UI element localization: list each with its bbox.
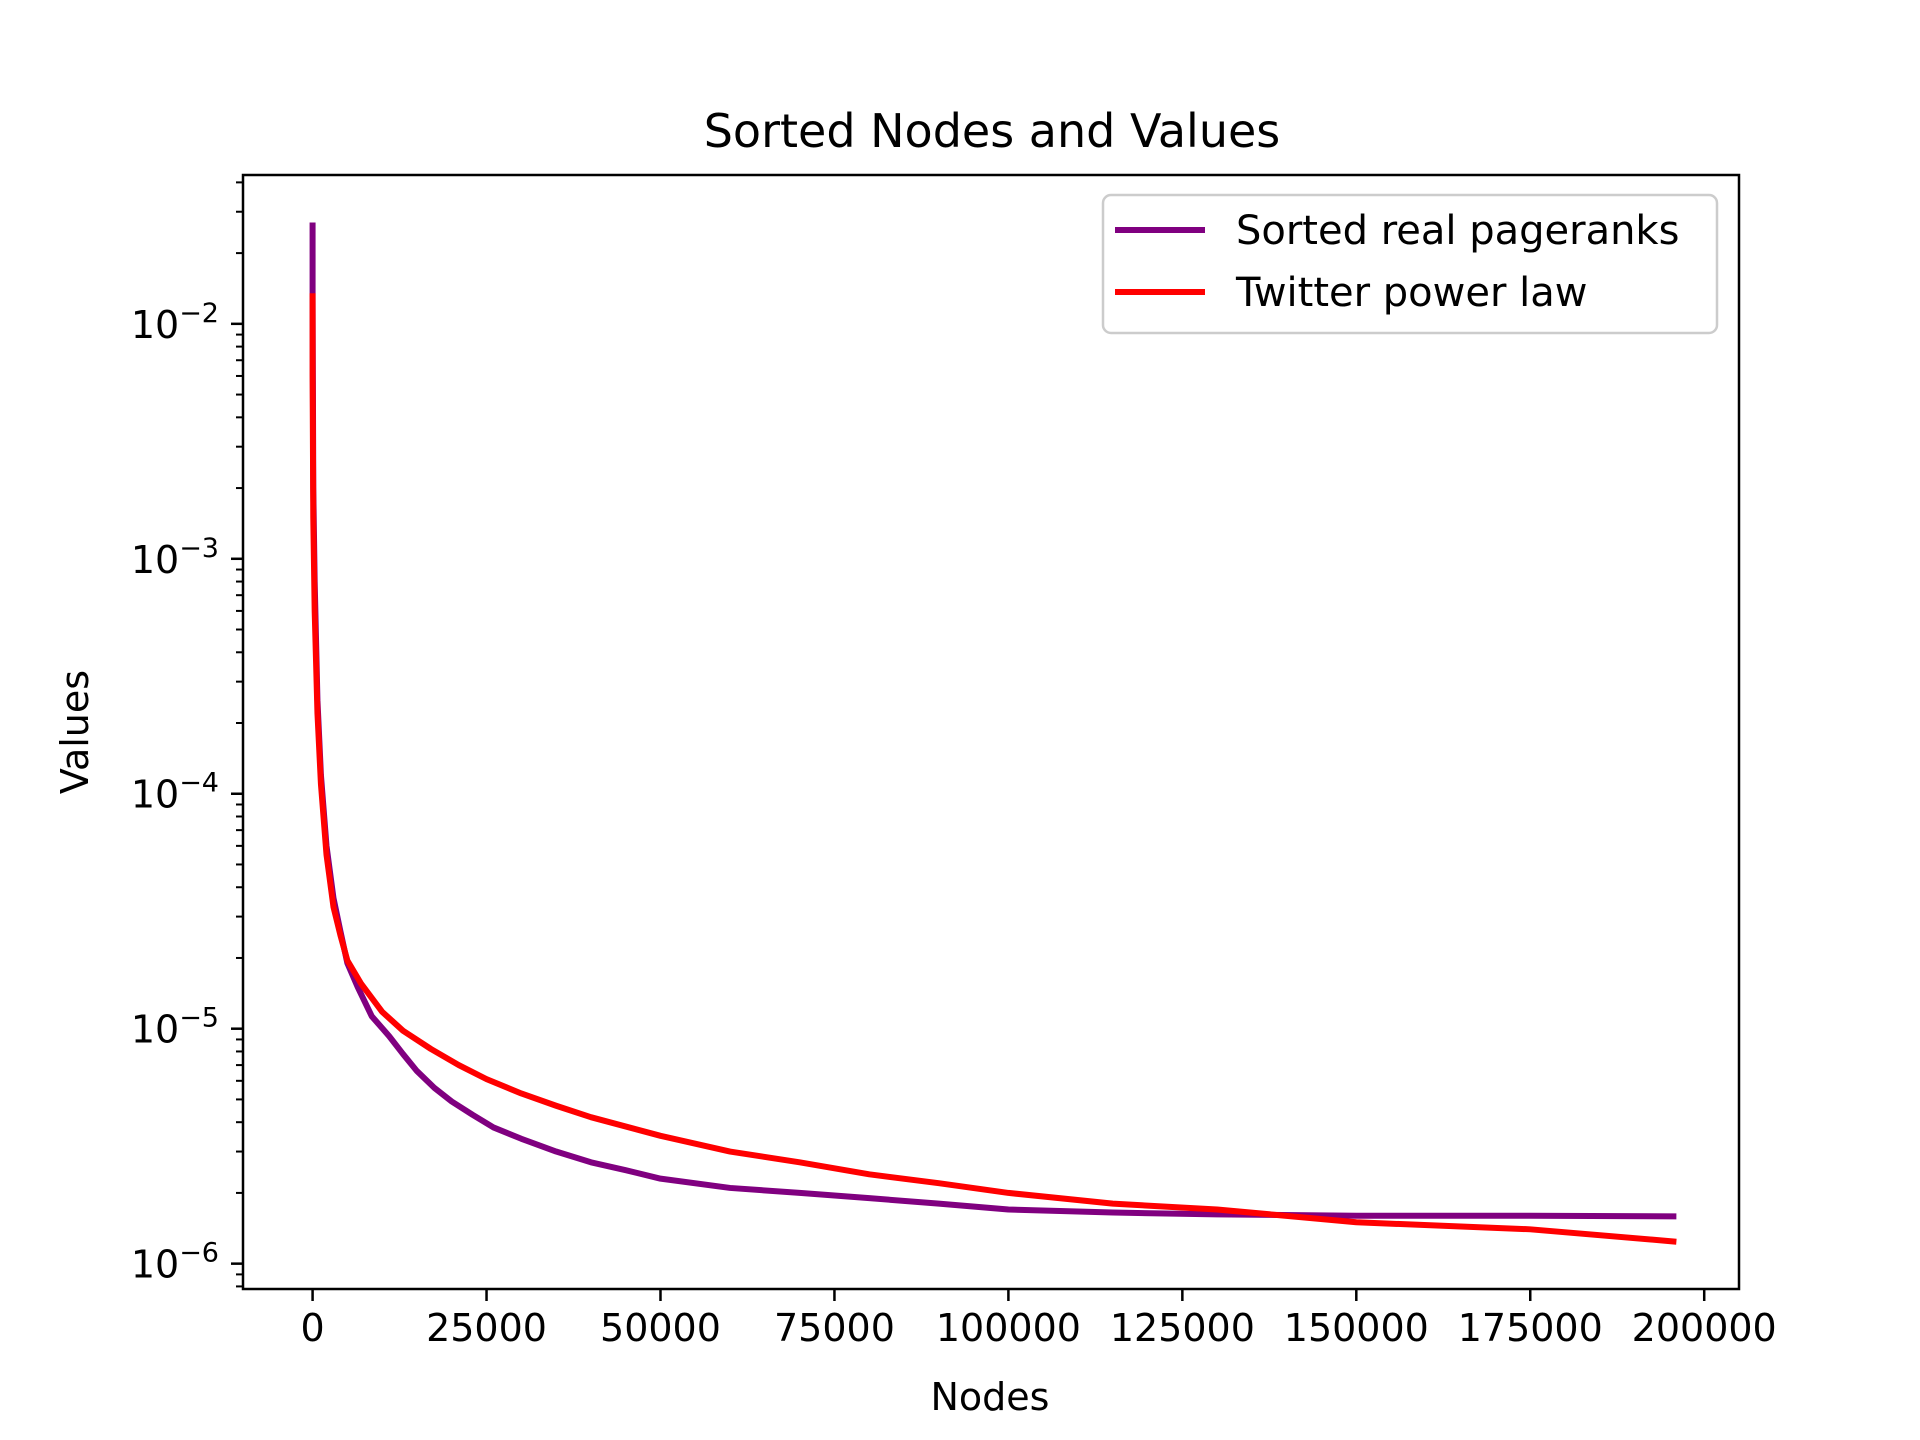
x-tick-label: 125000 — [1110, 1306, 1255, 1350]
x-tick-label: 75000 — [774, 1306, 895, 1350]
legend: Sorted real pageranks Twitter power law — [1101, 193, 1719, 335]
series-line-twitter-power-law — [309, 293, 1677, 1245]
y-axis-label: Values — [53, 670, 97, 794]
legend-label-twitter-power-law: Twitter power law — [1235, 270, 1587, 316]
plot-area — [241, 173, 1741, 1291]
y-tick-label: 10−2 — [131, 298, 219, 347]
legend-box — [1101, 193, 1719, 335]
x-tick-label: 200000 — [1632, 1306, 1777, 1350]
x-tick-label: 0 — [300, 1306, 324, 1350]
y-tick-label: 10−6 — [131, 1238, 219, 1287]
y-tick-label: 10−4 — [131, 768, 219, 817]
legend-label-sorted-real-pageranks: Sorted real pageranks — [1236, 208, 1679, 254]
y-tick-label: 10−5 — [131, 1003, 219, 1052]
x-tick-label: 25000 — [426, 1306, 547, 1350]
chart-title: Sorted Nodes and Values — [704, 104, 1281, 158]
x-axis-label: Nodes — [931, 1375, 1050, 1419]
y-tick-label: 10−3 — [131, 533, 219, 582]
x-axis: 0 25000 50000 75000 100000 125000 150000 175000… — [300, 1289, 1777, 1350]
x-tick-label: 100000 — [936, 1306, 1081, 1350]
series-layer — [309, 222, 1677, 1245]
x-tick-label: 150000 — [1284, 1306, 1429, 1350]
series-line-sorted-real-pageranks — [309, 222, 1677, 1220]
y-axis: 10−2 10−3 10−4 10−5 10−6 — [131, 181, 243, 1288]
plot-frame — [241, 173, 1741, 1291]
x-tick-label: 50000 — [600, 1306, 721, 1350]
x-tick-label: 175000 — [1458, 1306, 1603, 1350]
